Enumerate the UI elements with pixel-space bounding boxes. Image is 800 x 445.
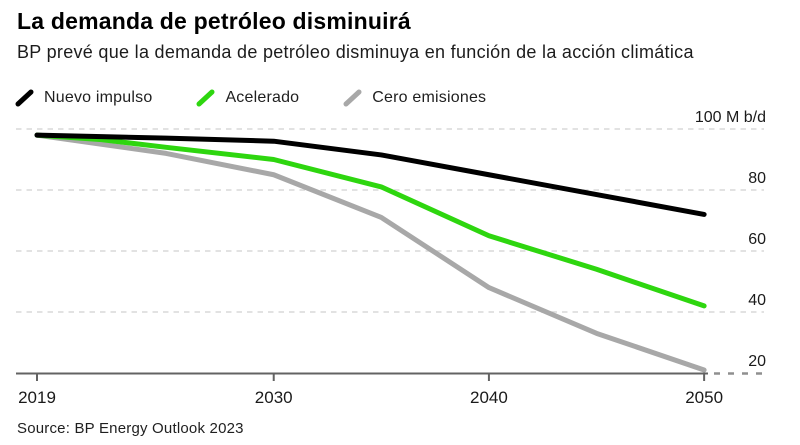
x-axis-tick-label: 2050 — [685, 388, 723, 407]
legend-item-nuevo-impulso: Nuevo impulso — [15, 89, 152, 107]
chart-subtitle: BP prevé que la demanda de petróleo dism… — [17, 42, 694, 62]
x-axis-tick-label: 2019 — [18, 388, 56, 407]
legend-item-cero-emisiones: Cero emisiones — [343, 89, 486, 107]
y-axis-tick-label: 40 — [748, 292, 766, 309]
series-line-cero-emisiones — [34, 132, 707, 373]
y-axis-tick-label: 80 — [748, 170, 766, 187]
y-axis-tick-label: 100 M b/d — [695, 109, 766, 126]
line-swatch-icon — [15, 89, 34, 107]
y-axis-tick-label: 20 — [748, 353, 766, 370]
chart-title: La demanda de petróleo disminuirá — [17, 8, 411, 34]
legend-label: Acelerado — [225, 89, 300, 106]
source-note: Source: BP Energy Outlook 2023 — [17, 420, 244, 437]
x-axis-tick-label: 2040 — [470, 388, 508, 407]
x-axis-tick-label: 2030 — [255, 388, 293, 407]
legend-item-acelerado: Acelerado — [196, 89, 299, 107]
series-line-nuevo-impulso — [34, 132, 707, 217]
y-axis-tick-label: 60 — [748, 231, 766, 248]
legend-label: Nuevo impulso — [44, 89, 153, 106]
chart-legend: Nuevo impulso Acelerado Cero emisiones — [15, 89, 486, 107]
line-swatch-icon — [343, 89, 362, 107]
line-swatch-icon — [196, 89, 215, 107]
legend-label: Cero emisiones — [372, 89, 487, 106]
series-line-acelerado — [34, 132, 707, 309]
